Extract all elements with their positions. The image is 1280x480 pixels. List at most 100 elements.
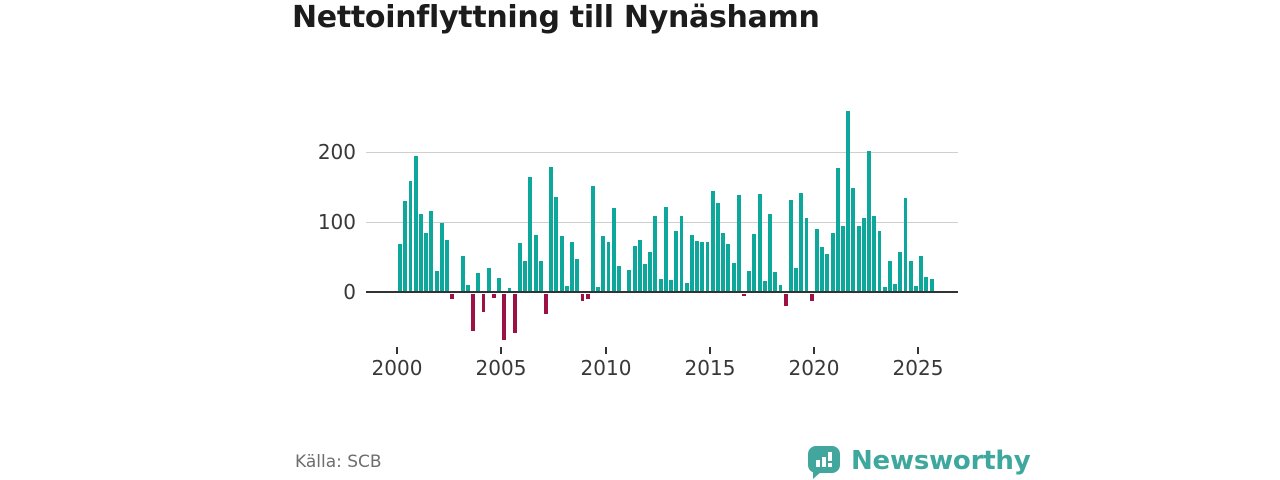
bar [497,278,502,292]
bar [549,166,554,292]
bar [544,293,548,314]
bar [841,225,845,292]
bar [882,287,887,292]
bar [585,293,590,300]
bar [637,239,642,292]
bar [418,214,423,292]
bar [929,278,934,292]
x-axis-tick-label: 2005 [475,356,527,380]
bar [830,233,835,292]
bar [846,111,851,292]
bar [861,217,866,292]
bar [616,266,621,292]
bar [439,223,444,292]
bar [632,245,637,292]
x-axis-tick [709,347,711,354]
bar [606,242,611,292]
bar [721,233,726,292]
x-axis-tick-label: 2015 [684,356,736,380]
bar [538,260,543,292]
bar [689,234,694,292]
x-axis-tick-label: 2010 [580,356,632,380]
bar [908,260,913,292]
bar [517,243,522,292]
bar [695,240,700,292]
bar [460,255,465,292]
y-axis-tick-label: 200 [317,140,356,164]
x-axis-tick [396,347,398,354]
bar [523,261,528,292]
bar [820,247,825,292]
bar [913,286,918,292]
chart-title: Nettoinflyttning till Nynäshamn [292,0,820,35]
bar [705,241,710,292]
x-axis-tick [813,347,815,354]
bar [679,215,684,292]
bar [471,293,475,331]
bar [653,216,658,292]
bar [747,271,752,292]
bar [533,234,538,292]
bar [893,284,898,292]
bar [559,236,564,292]
bar [788,200,793,292]
bar [424,232,429,292]
bar [528,177,533,292]
bar [648,252,653,292]
bar [611,208,616,292]
bar [590,186,595,292]
bar [872,215,877,292]
bar [575,259,580,292]
bar [465,285,470,292]
bar [643,264,647,292]
bar [663,206,668,292]
bar [481,293,486,312]
bar [768,214,772,292]
x-axis-tick-label: 2000 [371,356,423,380]
bar [434,271,439,292]
bar [564,285,569,292]
bar [887,260,892,292]
bar [762,280,767,292]
bar [580,293,585,301]
bar [408,181,413,292]
bar [658,278,663,292]
bar [627,270,632,292]
bar [799,192,804,292]
newsworthy-chart-bubble-icon [808,446,842,479]
bar [403,201,408,292]
y-axis-tick-label: 100 [317,210,356,234]
bar [413,155,418,292]
y-axis-tick-label: 0 [343,280,356,304]
bar [674,231,679,292]
bar [825,254,830,292]
x-axis-tick [917,347,919,354]
bar [445,240,449,292]
bar [752,233,757,292]
bar [919,256,924,292]
bar [398,243,403,292]
bar [814,229,819,292]
bar [726,244,731,292]
bar [512,293,517,334]
bar [809,293,814,302]
bar [924,277,929,292]
bar [783,293,788,307]
bar [601,236,606,292]
x-axis-tick-label: 2020 [788,356,840,380]
newsworthy-logo-text: Newsworthy [851,446,1031,476]
bar [794,268,799,292]
bar [450,293,455,300]
bar [742,293,746,297]
bar [570,242,574,292]
bar [596,287,601,292]
bar [898,252,903,292]
newsworthy-logo: Newsworthy [808,442,1031,480]
bar [867,151,871,292]
bar [710,190,715,292]
gridline-200 [366,152,958,153]
bar [856,225,861,292]
bar [502,293,507,341]
